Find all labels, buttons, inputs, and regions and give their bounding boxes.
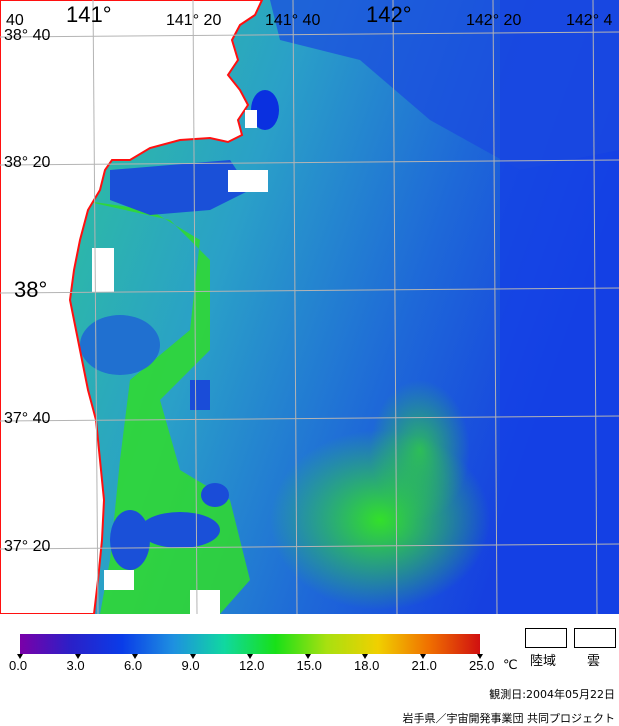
credit-text: 岩手県／宇宙開発事業団 共同プロジェクト [402,712,616,725]
lat-label: 37° 20 [4,538,51,555]
scale-tick-label: 3.0 [66,658,85,673]
cold-patch [251,90,279,130]
land-legend-label: 陸域 [530,654,557,669]
warm-offshore-blob-2 [370,380,470,520]
scale-tick-label: 18.0 [354,658,380,673]
cloud-swatch [574,628,616,648]
lon-label: 142° 20 [466,12,522,29]
sst-map [0,0,619,614]
lon-label: 142° 4 [566,12,613,29]
scale-tick [132,654,138,659]
scale-tick-label: 25.0 [469,658,495,673]
observation-date: 観測日:2004年05月22日 [489,688,615,701]
warm-coastal-band [80,200,250,614]
lon-label: 141° [66,2,112,27]
temperature-unit: ℃ [503,658,518,673]
cold-water-north [270,0,619,170]
cold-patch-north [110,160,250,215]
graticule [0,0,619,614]
scale-tick [419,654,426,659]
lat-label: 38° [14,277,48,302]
scale-tick-label: 15.0 [296,658,322,673]
color-scale-bar [20,634,480,654]
lon-label: 141° 20 [166,12,222,29]
cloud-legend-label: 雲 [587,654,601,669]
lon-label: 142° [366,2,412,27]
scale-tick [189,654,196,659]
scale-tick-label: 9.0 [181,658,200,673]
cloud-patch [92,248,114,292]
land-area [0,0,264,614]
scale-tick [74,654,81,659]
scale-tick [304,654,311,659]
scale-tick-label: 21.0 [411,658,437,673]
scale-tick-label: 0.0 [9,658,28,673]
scale-tick-label: 12.0 [239,658,265,673]
scale-tick-label: 6.0 [124,658,143,673]
cold-patch [80,315,160,375]
cold-patch [140,512,220,548]
legend-panel: 0.0 3.0 6.0 9.0 12.0 15.0 18.0 21.0 25.0 ℃ 陸域 雲 … [0,614,619,725]
scale-tick [477,654,483,659]
cold-patch [201,483,229,507]
lon-label: 141° 40 [265,12,321,29]
scale-tick [362,654,368,659]
cold-patch [110,510,150,570]
land-swatch [525,628,567,648]
lat-label: 38° 40 [4,27,51,44]
lat-label: 37° 40 [4,410,51,427]
cloud-patch [245,110,257,128]
lat-label: 38° 20 [4,154,51,171]
scale-tick [17,654,23,659]
corner-label: 40 [6,12,24,29]
cloud-patch [228,170,268,192]
scale-tick [247,654,253,659]
cloud-patch [190,590,220,614]
cold-patch [190,380,210,410]
cloud-patch [104,570,134,590]
